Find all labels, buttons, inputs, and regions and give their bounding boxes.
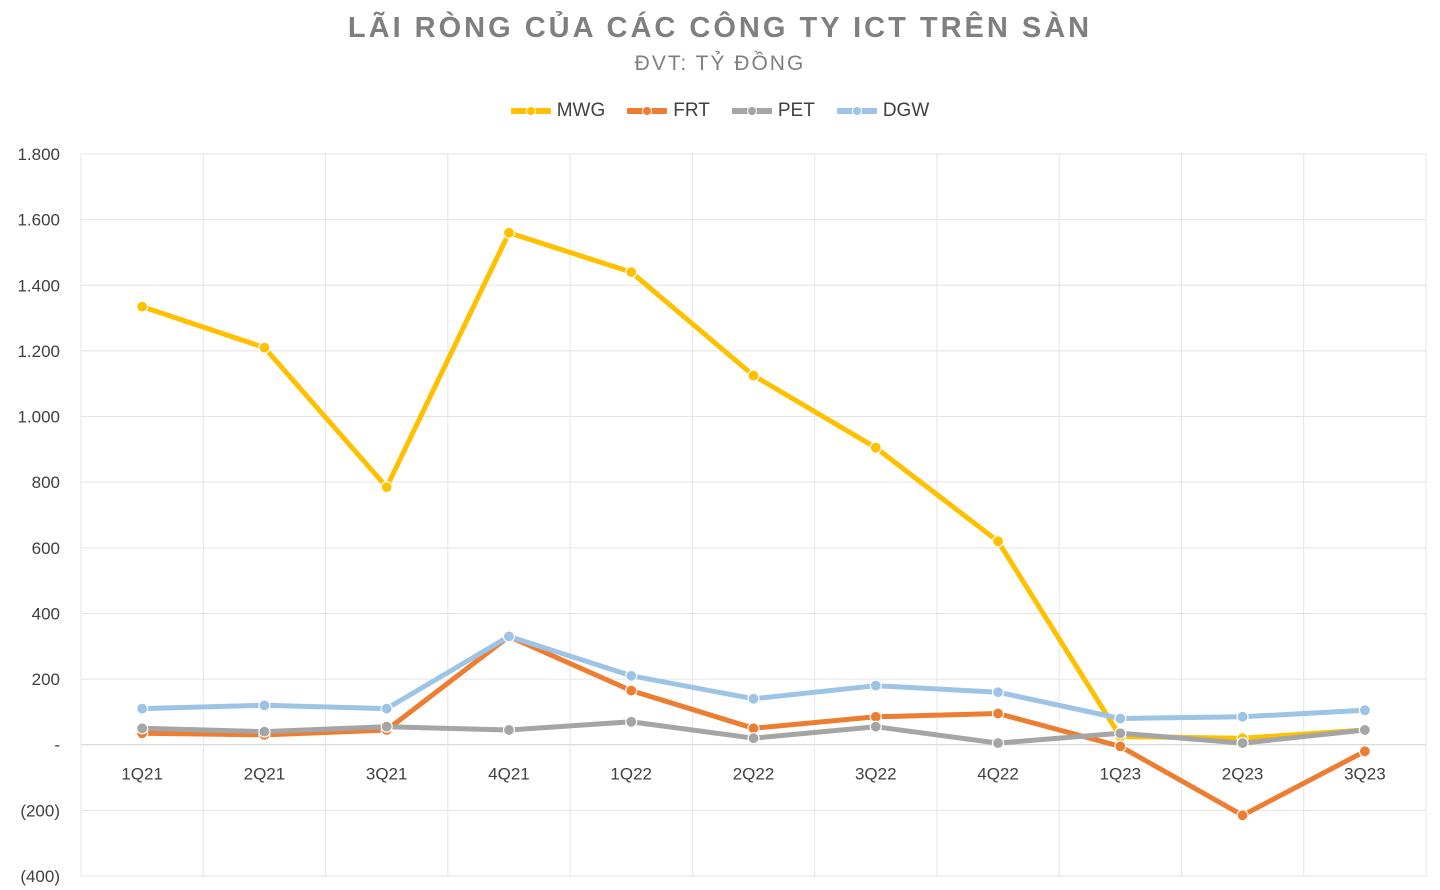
data-point-pet (136, 722, 149, 735)
data-point-dgw (625, 669, 638, 682)
data-point-pet (258, 725, 271, 738)
x-tick-label: 1Q23 (1100, 765, 1142, 784)
data-point-mwg (502, 226, 516, 239)
chart-subtitle: ĐVT: TỶ ĐỒNG (634, 52, 806, 75)
legend-swatch (510, 106, 551, 116)
series-lines (136, 226, 1371, 822)
legend-swatch (627, 106, 668, 116)
y-tick-label: 200 (32, 670, 60, 689)
x-tick-label: 2Q21 (244, 765, 286, 784)
x-tick-label: 2Q22 (733, 765, 775, 784)
data-point-pet (869, 720, 882, 733)
legend-marker-icon (746, 106, 757, 116)
data-point-dgw (258, 699, 271, 712)
y-tick-label: 400 (32, 604, 60, 623)
data-point-dgw (747, 692, 760, 705)
data-point-pet (1236, 736, 1249, 750)
legend-item-mwg: MWG (510, 100, 606, 122)
legend-item-frt: FRT (627, 100, 710, 122)
data-point-pet (380, 720, 393, 733)
legend-item-pet: PET (731, 100, 815, 122)
data-point-pet (625, 715, 638, 728)
data-point-dgw (1358, 704, 1371, 717)
series-frt (136, 630, 1371, 822)
data-point-mwg (380, 481, 393, 494)
legend-label: PET (777, 100, 815, 121)
legend-marker-icon (525, 106, 536, 116)
data-point-dgw (380, 702, 393, 715)
y-tick-label: - (54, 736, 60, 755)
y-axis-ticks: 1.800 1.600 1.400 1.200 1.000 800 600 400 200 - (2… (17, 145, 60, 886)
grid-lines (80, 153, 1427, 877)
data-point-mwg (625, 266, 638, 279)
data-point-dgw (502, 630, 516, 643)
data-point-frt (1236, 809, 1249, 822)
data-point-frt (991, 707, 1005, 720)
y-tick-label: 600 (32, 539, 60, 558)
data-point-mwg (136, 300, 149, 313)
legend-label: DGW (882, 100, 930, 121)
x-tick-label: 2Q23 (1222, 765, 1264, 784)
legend-swatch (731, 106, 772, 116)
data-point-mwg (258, 341, 271, 354)
data-point-dgw (991, 686, 1005, 699)
data-point-pet (1114, 727, 1127, 740)
y-tick-label: 1.600 (17, 211, 60, 230)
chart-title: LÃI RÒNG CỦA CÁC CÔNG TY ICT TRÊN SÀN (347, 12, 1093, 44)
x-tick-label: 4Q21 (488, 765, 530, 784)
data-point-frt (625, 684, 638, 697)
y-tick-label: 800 (32, 473, 60, 492)
data-point-frt (1358, 745, 1371, 758)
data-point-pet (502, 723, 516, 737)
series-dgw (136, 630, 1371, 725)
legend-swatch (836, 106, 877, 116)
data-point-dgw (1236, 710, 1249, 723)
series-pet (136, 715, 1371, 750)
y-tick-label: 1.000 (17, 408, 60, 427)
x-tick-label: 4Q22 (977, 765, 1019, 784)
data-point-dgw (1114, 712, 1127, 725)
legend-label: MWG (556, 100, 606, 121)
data-point-frt (1114, 740, 1127, 753)
x-tick-label: 1Q21 (121, 765, 163, 784)
y-tick-label: 1.200 (17, 342, 60, 361)
legend-marker-icon (851, 106, 862, 116)
legend-marker-icon (642, 106, 653, 116)
data-point-pet (1358, 723, 1371, 737)
data-point-pet (991, 736, 1005, 750)
chart-legend: MWG FRT PET DGW (0, 100, 1440, 122)
y-tick-label: 1.400 (17, 276, 60, 295)
legend-label: FRT (673, 100, 710, 121)
data-point-pet (747, 732, 760, 745)
x-axis-ticks: 1Q21 2Q21 3Q21 4Q21 1Q22 2Q22 3Q22 4Q22 1Q23 2Q23… (121, 765, 1385, 784)
legend-item-dgw: DGW (836, 100, 930, 122)
y-tick-label: 1.800 (17, 145, 60, 164)
data-point-dgw (869, 679, 882, 692)
x-tick-label: 1Q22 (610, 765, 652, 784)
x-tick-label: 3Q23 (1344, 765, 1386, 784)
x-tick-label: 3Q21 (366, 765, 408, 784)
series-mwg (136, 226, 1371, 745)
x-tick-label: 3Q22 (855, 765, 897, 784)
data-point-mwg (869, 441, 882, 454)
data-point-mwg (747, 369, 760, 382)
data-point-dgw (136, 702, 149, 715)
data-point-mwg (991, 535, 1005, 548)
y-tick-label: (400) (20, 867, 60, 886)
y-tick-label: (200) (20, 801, 60, 820)
